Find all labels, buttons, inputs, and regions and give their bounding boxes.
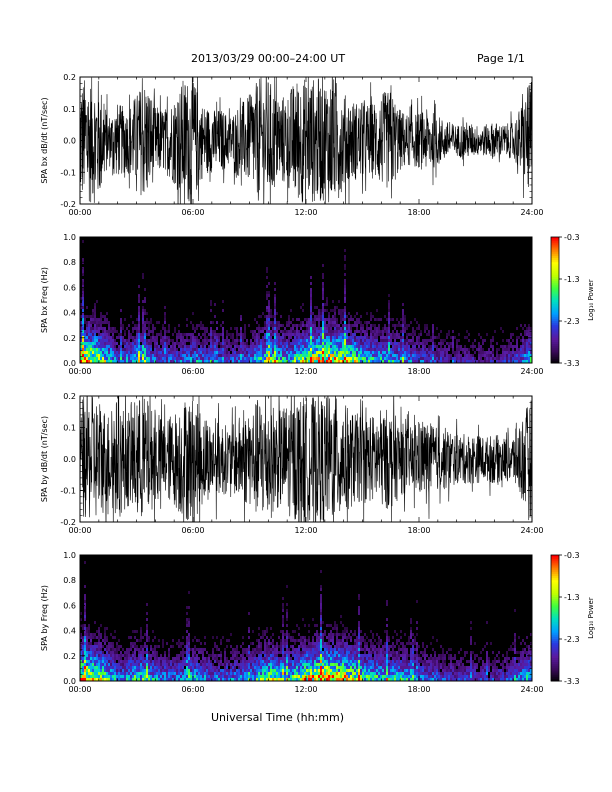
x-axis: 00:00 06:00 12:00 18:00 24:00 <box>68 77 544 217</box>
y-tick-label: 0.0 <box>63 455 76 464</box>
x-tick-label: 18:00 <box>407 367 430 376</box>
colorbar-tick-label: -2.3 <box>564 635 580 644</box>
x-tick-label: 06:00 <box>181 367 204 376</box>
y-axis-label: SPA bx dB/dt (nT/sec) <box>40 97 49 183</box>
colorbar: -0.3 -1.3 -2.3 -3.3 Log₁₀ Power <box>550 551 595 686</box>
colorbar-tick-label: -0.3 <box>564 233 580 242</box>
y-axis: 1.0 0.8 0.6 0.4 0.2 0.0 SPA bx Freq (Hz) <box>40 233 532 368</box>
colorbar-tick-label: -3.3 <box>564 359 580 368</box>
x-tick-label: 00:00 <box>68 685 91 694</box>
x-tick-label: 00:00 <box>68 526 91 535</box>
x-tick-label: 12:00 <box>294 526 317 535</box>
x-tick-label: 18:00 <box>407 208 430 217</box>
y-tick-label: 0.6 <box>63 601 76 610</box>
y-axis-label: SPA bx Freq (Hz) <box>40 267 49 333</box>
panel-3: 0.2 0.1 0.0 -0.1 -0.2 SPA by dB/dt (nT/sec) 00… <box>40 392 544 535</box>
colorbar: -0.3 -1.3 -2.3 -3.3 Log₁₀ Power <box>550 233 595 368</box>
x-axis: 00:00 06:00 12:00 18:00 24:00 <box>68 396 544 535</box>
y-tick-label: 0.8 <box>63 576 76 585</box>
x-tick-label: 06:00 <box>181 685 204 694</box>
x-tick-label: 18:00 <box>407 685 430 694</box>
y-tick-label: -0.2 <box>60 518 76 527</box>
y-tick-label: 1.0 <box>63 233 76 242</box>
y-tick-label: 0.2 <box>63 73 76 82</box>
colorbar-tick-label: -0.3 <box>564 551 580 560</box>
y-tick-label: 0.0 <box>63 359 76 368</box>
x-tick-label: 24:00 <box>520 685 543 694</box>
colorbar-label: Log₁₀ Power <box>587 597 595 639</box>
y-tick-label: 0.4 <box>63 627 76 636</box>
colorbar-tick-label: -3.3 <box>564 677 580 686</box>
x-tick-label: 06:00 <box>181 208 204 217</box>
y-tick-label: 0.6 <box>63 283 76 292</box>
page-number: Page 1/1 <box>477 52 525 65</box>
y-tick-label: 0.4 <box>63 309 76 318</box>
y-tick-label: 0.8 <box>63 258 76 267</box>
y-tick-label: 0.2 <box>63 652 76 661</box>
y-tick-label: 0.2 <box>63 334 76 343</box>
x-tick-label: 24:00 <box>520 208 543 217</box>
x-tick-label: 06:00 <box>181 526 204 535</box>
y-tick-label: 0.1 <box>63 424 76 433</box>
panel-1: 0.2 0.1 0.0 -0.1 -0.2 SPA bx dB/dt (nT/sec) 00… <box>40 73 544 217</box>
spectrogram-cells <box>80 561 532 681</box>
timeseries-line <box>80 396 532 522</box>
y-tick-label: 0.2 <box>63 392 76 401</box>
x-tick-label: 00:00 <box>68 367 91 376</box>
x-tick-label: 12:00 <box>294 685 317 694</box>
x-tick-label: 12:00 <box>294 208 317 217</box>
x-tick-label: 18:00 <box>407 526 430 535</box>
colorbar-tick-label: -2.3 <box>564 317 580 326</box>
y-axis: 0.2 0.1 0.0 -0.1 -0.2 SPA by dB/dt (nT/sec) <box>40 392 532 527</box>
x-tick-label: 24:00 <box>520 526 543 535</box>
x-axis-label: Universal Time (hh:mm) <box>211 711 344 724</box>
colorbar-tick-label: -1.3 <box>564 593 580 602</box>
y-tick-label: 1.0 <box>63 551 76 560</box>
x-axis: 00:00 06:00 12:00 18:00 24:00 <box>68 555 544 694</box>
y-axis: 1.0 0.8 0.6 0.4 0.2 0.0 SPA by Freq (Hz) <box>40 551 532 686</box>
x-axis: 00:00 06:00 12:00 18:00 24:00 <box>68 237 544 376</box>
page-title: 2013/03/29 00:00–24:00 UT <box>191 52 346 65</box>
x-tick-label: 12:00 <box>294 367 317 376</box>
y-tick-label: 0.1 <box>63 105 76 114</box>
y-tick-label: -0.2 <box>60 200 76 209</box>
y-axis-label: SPA by dB/dt (nT/sec) <box>40 416 49 502</box>
y-tick-label: -0.1 <box>60 487 76 496</box>
colorbar-tick-label: -1.3 <box>564 275 580 284</box>
x-tick-label: 00:00 <box>68 208 91 217</box>
y-tick-label: 0.0 <box>63 137 76 146</box>
timeseries-line <box>80 77 532 204</box>
y-axis-label: SPA by Freq (Hz) <box>40 585 49 651</box>
x-tick-label: 24:00 <box>520 367 543 376</box>
y-axis: 0.2 0.1 0.0 -0.1 -0.2 SPA bx dB/dt (nT/sec) <box>40 73 532 209</box>
y-tick-label: 0.0 <box>63 677 76 686</box>
spectrogram-cells <box>80 240 532 363</box>
y-tick-label: -0.1 <box>60 168 76 177</box>
colorbar-label: Log₁₀ Power <box>587 279 595 321</box>
